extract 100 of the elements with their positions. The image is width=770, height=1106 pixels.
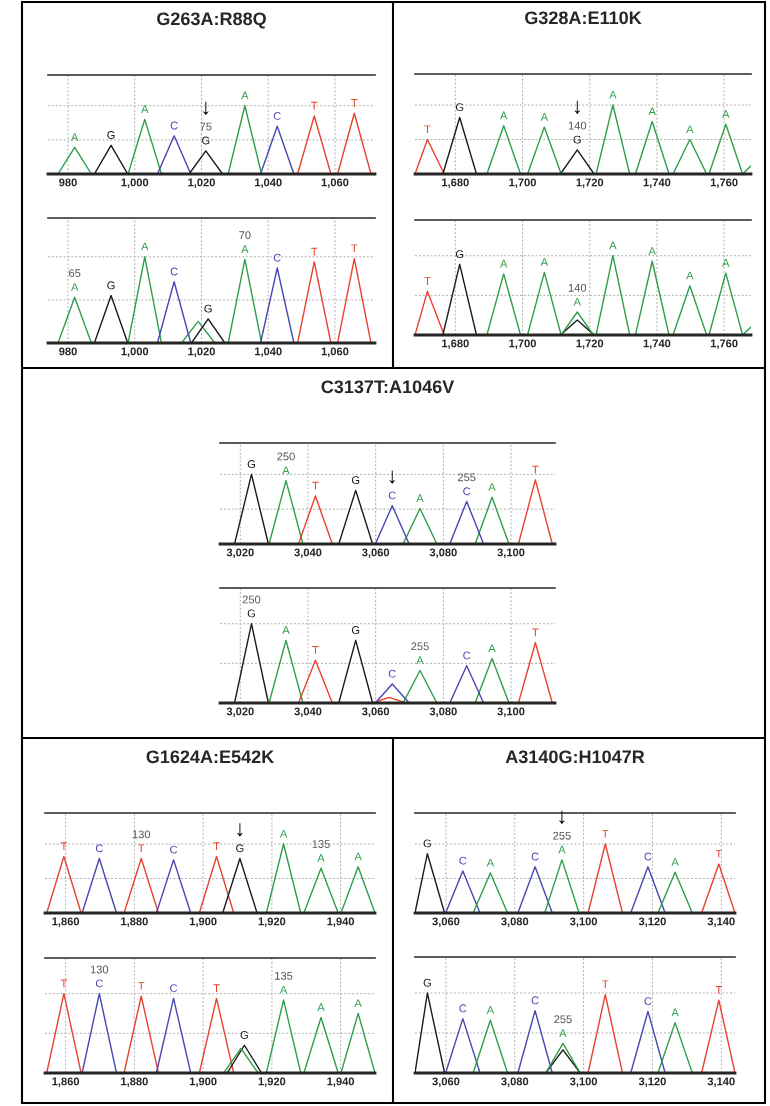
annotation: 255: [411, 642, 429, 651]
annotation: ↓: [574, 100, 580, 114]
annotation: C: [273, 111, 281, 120]
x-tick-label: 1,040: [255, 347, 282, 357]
annotation: A: [540, 112, 549, 121]
x-tick-label: 1,740: [643, 178, 671, 188]
annotation: 255: [554, 1015, 572, 1024]
x-tick-label: 3,060: [432, 1077, 460, 1087]
annotation: A: [609, 90, 617, 99]
annotation: G: [202, 136, 210, 145]
annotation: 75: [200, 122, 212, 131]
annotation: A: [648, 247, 656, 255]
annotation: C: [459, 856, 467, 865]
annotation: ↓: [237, 823, 243, 837]
x-tick-label: 1,680: [442, 178, 469, 188]
x-tick-label: 1,880: [121, 917, 148, 927]
x-tick-label: 1,900: [189, 1077, 217, 1087]
annotation: ↓: [203, 101, 209, 115]
annotation: T: [715, 986, 722, 994]
annotation: 65: [69, 269, 81, 278]
annotation: ↓: [559, 810, 565, 824]
chart-title: G328A:E110K: [525, 11, 642, 25]
annotation: T: [60, 979, 68, 988]
annotation: T: [312, 646, 319, 654]
annotation: A: [648, 107, 656, 116]
annotation: G: [107, 131, 115, 139]
annotation: C: [388, 491, 396, 500]
x-tick-label: 1,740: [643, 339, 671, 349]
x-tick-label: 980: [59, 178, 77, 187]
x-tick-label: 1,880: [121, 1077, 148, 1087]
annotation: A: [71, 133, 79, 141]
annotation: 250: [277, 452, 295, 461]
annotation: A: [282, 626, 290, 634]
x-tick-label: 1,060: [321, 178, 349, 188]
annotation: A: [609, 241, 617, 250]
annotation: T: [213, 984, 220, 992]
annotation: A: [141, 242, 149, 251]
x-tick-label: 1,860: [52, 1077, 80, 1087]
annotation: T: [311, 247, 318, 256]
annotation: C: [95, 979, 103, 988]
annotation: G: [107, 281, 115, 290]
annotation: A: [500, 111, 508, 120]
annotation: T: [311, 101, 318, 110]
annotation: A: [500, 259, 508, 268]
chart-title: G263A:R88Q: [157, 12, 266, 29]
annotation: G: [236, 844, 244, 853]
annotation: A: [559, 1029, 567, 1037]
x-tick-label: 3,060: [362, 548, 390, 558]
annotation: T: [424, 125, 431, 134]
annotation: C: [170, 267, 178, 276]
annotation: C: [644, 852, 652, 861]
annotation: A: [279, 829, 288, 838]
x-tick-label: 1,760: [710, 178, 738, 188]
annotation: G: [247, 460, 255, 468]
x-tick-label: 1,000: [121, 347, 149, 357]
annotation: T: [351, 99, 358, 107]
x-tick-label: 980: [59, 347, 77, 356]
annotation: G: [240, 1031, 248, 1039]
annotation: 140: [568, 121, 587, 130]
x-tick-label: 1,000: [121, 178, 149, 188]
annotation: A: [71, 283, 79, 291]
annotation: 135: [275, 971, 293, 980]
annotation: C: [644, 997, 652, 1006]
x-tick-label: 3,100: [497, 707, 525, 717]
annotation: A: [241, 245, 249, 253]
annotation: C: [459, 1004, 467, 1013]
annotation: T: [715, 849, 722, 858]
annotation: ↓: [389, 470, 395, 484]
chart-title: C3137T:A1046V: [321, 380, 455, 394]
annotation: T: [60, 842, 68, 850]
x-tick-label: 1,040: [255, 178, 282, 188]
annotation: G: [351, 476, 360, 484]
annotation: G: [351, 626, 360, 634]
x-tick-label: 3,020: [226, 707, 254, 717]
annotation: T: [312, 481, 319, 490]
annotation: T: [532, 628, 539, 637]
x-tick-label: 3,060: [362, 707, 390, 717]
annotation: C: [463, 651, 471, 660]
annotation: T: [424, 277, 431, 285]
annotation: G: [247, 609, 255, 618]
annotation: A: [416, 656, 424, 665]
annotation: A: [671, 1008, 679, 1017]
x-tick-label: 3,100: [497, 548, 525, 558]
x-tick-label: 1,700: [509, 339, 536, 349]
annotation: C: [463, 487, 471, 496]
x-tick-label: 3,140: [707, 1077, 735, 1087]
annotation: C: [531, 996, 539, 1005]
x-tick-label: 1,860: [52, 917, 80, 927]
x-tick-label: 1,920: [258, 1077, 286, 1087]
x-tick-label: 3,080: [429, 707, 457, 717]
annotation: 130: [132, 830, 151, 839]
annotation: 130: [90, 965, 109, 974]
x-tick-label: 3,040: [294, 707, 322, 717]
annotation: T: [602, 980, 609, 989]
x-tick-label: 1,020: [188, 347, 215, 357]
annotation: G: [455, 250, 464, 259]
annotation: T: [351, 244, 358, 253]
annotation: A: [279, 985, 288, 994]
x-tick-label: 3,040: [294, 548, 322, 558]
annotation: A: [354, 852, 362, 861]
